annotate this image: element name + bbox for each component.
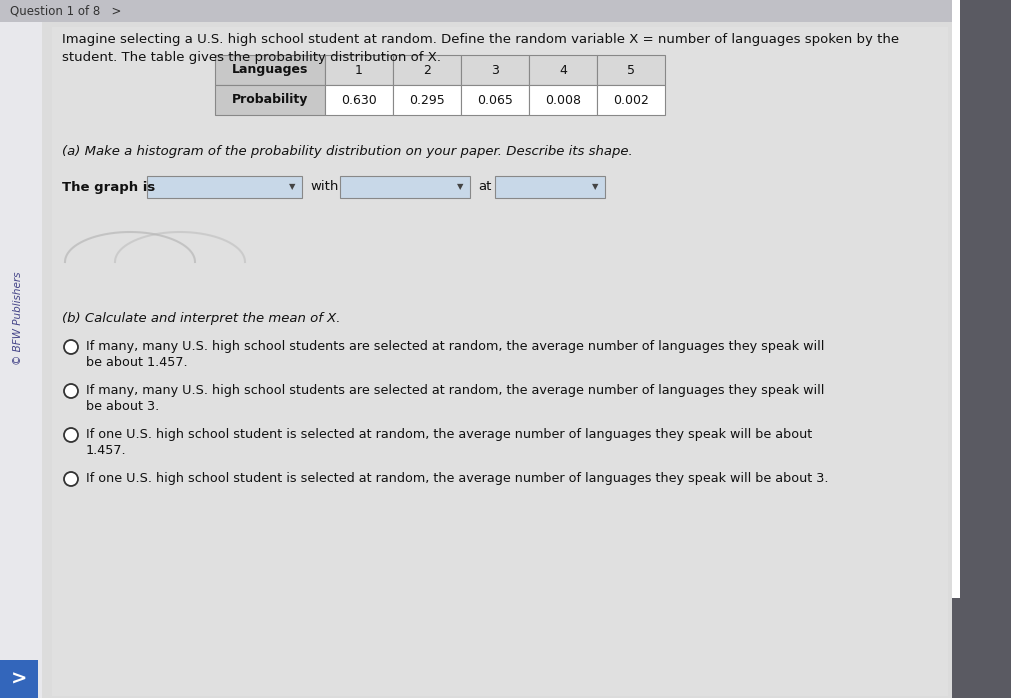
Circle shape xyxy=(64,384,78,398)
Bar xyxy=(147,176,301,198)
Bar xyxy=(392,85,461,115)
Text: If one U.S. high school student is selected at random, the average number of lan: If one U.S. high school student is selec… xyxy=(86,472,828,485)
Bar xyxy=(50,25,949,698)
Text: 2: 2 xyxy=(423,64,431,77)
Text: The graph is: The graph is xyxy=(62,181,155,193)
Text: 1: 1 xyxy=(355,64,363,77)
Text: 0.002: 0.002 xyxy=(613,94,648,107)
Text: ▼: ▼ xyxy=(456,182,463,191)
Bar xyxy=(596,55,664,85)
Text: Question 1 of 8   >: Question 1 of 8 > xyxy=(10,4,121,17)
Text: 3: 3 xyxy=(490,64,498,77)
Bar xyxy=(325,85,392,115)
Text: 5: 5 xyxy=(627,64,634,77)
Text: Imagine selecting a U.S. high school student at random. Define the random variab: Imagine selecting a U.S. high school stu… xyxy=(62,33,898,46)
Text: Probability: Probability xyxy=(232,94,308,107)
Bar xyxy=(0,660,38,698)
Bar xyxy=(214,55,325,85)
Circle shape xyxy=(64,472,78,486)
Text: Languages: Languages xyxy=(232,64,308,77)
Text: If many, many U.S. high school students are selected at random, the average numb: If many, many U.S. high school students … xyxy=(86,384,824,397)
Bar xyxy=(596,85,664,115)
Bar xyxy=(325,55,392,85)
Bar xyxy=(0,0,951,22)
Text: (a) Make a histogram of the probability distribution on your paper. Describe its: (a) Make a histogram of the probability … xyxy=(62,145,632,158)
Text: © BFW Publishers: © BFW Publishers xyxy=(13,272,23,365)
Text: ▼: ▼ xyxy=(288,182,295,191)
Text: at: at xyxy=(477,181,491,193)
Text: (b) Calculate and interpret the mean of X.: (b) Calculate and interpret the mean of … xyxy=(62,312,340,325)
Text: ▼: ▼ xyxy=(591,182,598,191)
Text: If many, many U.S. high school students are selected at random, the average numb: If many, many U.S. high school students … xyxy=(86,340,824,353)
Circle shape xyxy=(64,340,78,354)
Bar xyxy=(340,176,469,198)
Text: 0.065: 0.065 xyxy=(476,94,513,107)
Bar xyxy=(529,55,596,85)
Bar xyxy=(0,22,42,698)
Text: >: > xyxy=(11,669,27,688)
Text: 0.630: 0.630 xyxy=(341,94,376,107)
Bar xyxy=(461,55,529,85)
Text: be about 1.457.: be about 1.457. xyxy=(86,356,187,369)
Bar xyxy=(951,0,959,598)
Bar xyxy=(214,85,325,115)
Text: 1.457.: 1.457. xyxy=(86,444,126,457)
Text: student. The table gives the probability distribution of X.: student. The table gives the probability… xyxy=(62,51,441,64)
Text: If one U.S. high school student is selected at random, the average number of lan: If one U.S. high school student is selec… xyxy=(86,428,812,441)
Bar xyxy=(951,0,1011,698)
Bar xyxy=(392,55,461,85)
Bar xyxy=(529,85,596,115)
Text: 0.008: 0.008 xyxy=(545,94,580,107)
Bar xyxy=(461,85,529,115)
Bar xyxy=(494,176,605,198)
Text: be about 3.: be about 3. xyxy=(86,400,159,413)
Bar xyxy=(52,27,947,696)
Text: with: with xyxy=(309,181,338,193)
Text: 4: 4 xyxy=(558,64,566,77)
Circle shape xyxy=(64,428,78,442)
Text: 0.295: 0.295 xyxy=(408,94,445,107)
